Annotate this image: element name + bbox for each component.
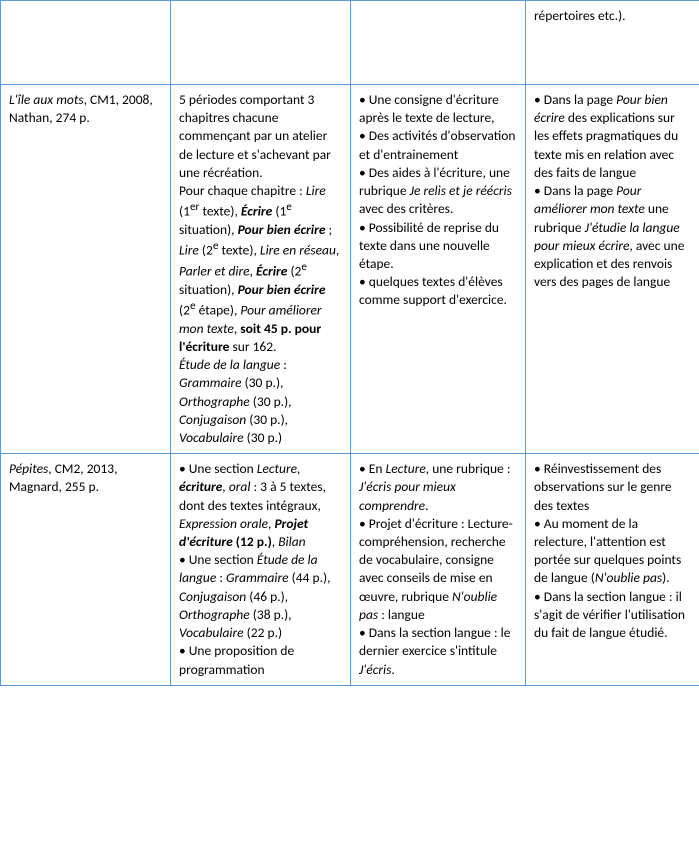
table-row: L'île aux mots, CM1, 2008, Nathan, 274 p… <box>1 85 699 454</box>
cell <box>351 1 526 85</box>
cell-book-ref: Pépites, CM2, 2013, Magnard, 255 p. <box>1 454 171 686</box>
cell-activities: • Une consigne d'écriture après le texte… <box>351 85 526 454</box>
comparison-table: répertoires etc.). L'île aux mots, CM1, … <box>0 0 699 686</box>
cell-structure: • Une section Lecture, écriture, oral : … <box>171 454 351 686</box>
cell-book-ref: L'île aux mots, CM1, 2008, Nathan, 274 p… <box>1 85 171 454</box>
cell: répertoires etc.). <box>526 1 699 85</box>
cell <box>1 1 171 85</box>
cell-structure: 5 périodes comportant 3 chapitres chacun… <box>171 85 351 454</box>
cell-activities: • En Lecture, une rubrique : J'écris pou… <box>351 454 526 686</box>
cell-language: • Dans la page Pour bien écrire des expl… <box>526 85 699 454</box>
cell <box>171 1 351 85</box>
cell-language: • Réinvestissement des observations sur … <box>526 454 699 686</box>
table-row: Pépites, CM2, 2013, Magnard, 255 p. • Un… <box>1 454 699 686</box>
table-row: répertoires etc.). <box>1 1 699 85</box>
